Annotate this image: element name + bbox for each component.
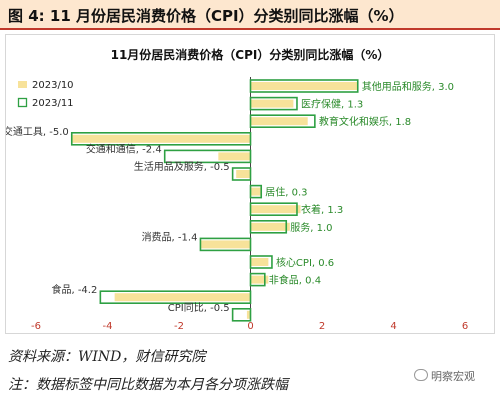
- bar-prev: [71, 134, 251, 143]
- bar-current: [249, 202, 298, 216]
- legend-swatch-prev: [18, 81, 27, 88]
- data-label: 服务, 1.0: [290, 221, 332, 234]
- bar-current: [231, 167, 252, 181]
- chart-title: 11月份居民消费价格（CPI）分类别同比涨幅（%）: [111, 47, 390, 62]
- watermark: 明察宏观: [414, 368, 475, 384]
- bar-prev: [218, 152, 251, 161]
- bar-prev: [250, 82, 358, 90]
- data-label: 消费品, -1.4: [142, 230, 198, 243]
- footnote: 注：数据标签中同比数据为本月各分项涨跌幅: [8, 377, 288, 393]
- chart-panel: 11月份居民消费价格（CPI）分类别同比涨幅（%） 2023/10 2023/11 其…: [5, 34, 495, 334]
- figure-title: 图 4: 11 月份居民消费价格（CPI）分类别同比涨幅（%）: [8, 7, 404, 25]
- bar-current: [163, 149, 252, 164]
- x-tick-label: -6: [31, 321, 41, 332]
- x-tick-label: -4: [103, 321, 113, 332]
- legend-label-prev: 2023/10: [32, 80, 74, 91]
- bar-current: [249, 79, 359, 93]
- bar-prev: [200, 240, 251, 249]
- data-label: CPI同比, -0.5: [168, 302, 230, 314]
- data-label: 交通工具, -5.0: [6, 125, 69, 138]
- bar-current: [249, 184, 263, 199]
- cpi-category-bar-chart: 11月份居民消费价格（CPI）分类别同比涨幅（%） 2023/10 2023/11 其…: [6, 47, 468, 332]
- data-label: 教育文化和娱乐, 1.8: [319, 115, 411, 128]
- x-tick-label: 6: [462, 321, 468, 332]
- bar-prev: [246, 310, 251, 319]
- x-tick-label: 4: [390, 321, 396, 332]
- bar-current: [249, 114, 316, 128]
- data-label: 食品, -4.2: [51, 283, 97, 296]
- bar-current: [249, 272, 266, 287]
- wechat-icon: [414, 369, 428, 381]
- bar-prev: [250, 275, 269, 284]
- bar-prev: [250, 222, 290, 231]
- data-label: 医疗保健, 1.3: [301, 98, 363, 111]
- x-tick-label: 2: [319, 321, 325, 332]
- bar-prev: [236, 170, 251, 178]
- bar-prev: [250, 117, 308, 126]
- data-label: 居住, 0.3: [265, 186, 307, 199]
- watermark-text: 明察宏观: [431, 370, 475, 383]
- bar-current: [249, 255, 273, 269]
- data-label: 交通和通信, -2.4: [86, 142, 162, 155]
- bar-prev: [250, 258, 269, 266]
- legend-swatch-current: [17, 97, 28, 108]
- bar-prev: [114, 293, 251, 302]
- bar-prev: [250, 187, 262, 196]
- bar-prev: [250, 99, 294, 108]
- figure-title-band: 图 4: 11 月份居民消费价格（CPI）分类别同比涨幅（%）: [0, 0, 500, 30]
- bar-current: [99, 290, 252, 305]
- source-note: 资料来源：WIND，财信研究院: [8, 349, 206, 365]
- bar-current: [249, 220, 288, 234]
- bar-current: [231, 307, 252, 322]
- bar-current: [199, 237, 252, 252]
- data-label: 核心CPI, 0.6: [276, 256, 334, 269]
- bar-current: [70, 132, 252, 146]
- bar-prev: [250, 205, 301, 214]
- data-label: 其他用品和服务, 3.0: [362, 80, 454, 93]
- data-label: 非食品, 0.4: [269, 274, 321, 287]
- data-label: 生活用品及服务, -0.5: [134, 160, 230, 173]
- bar-current: [249, 96, 298, 111]
- x-tick-label: -2: [174, 321, 184, 332]
- data-label: 衣着, 1.3: [301, 203, 343, 216]
- legend-label-current: 2023/11: [32, 98, 74, 109]
- x-tick-label: 0: [247, 321, 253, 332]
